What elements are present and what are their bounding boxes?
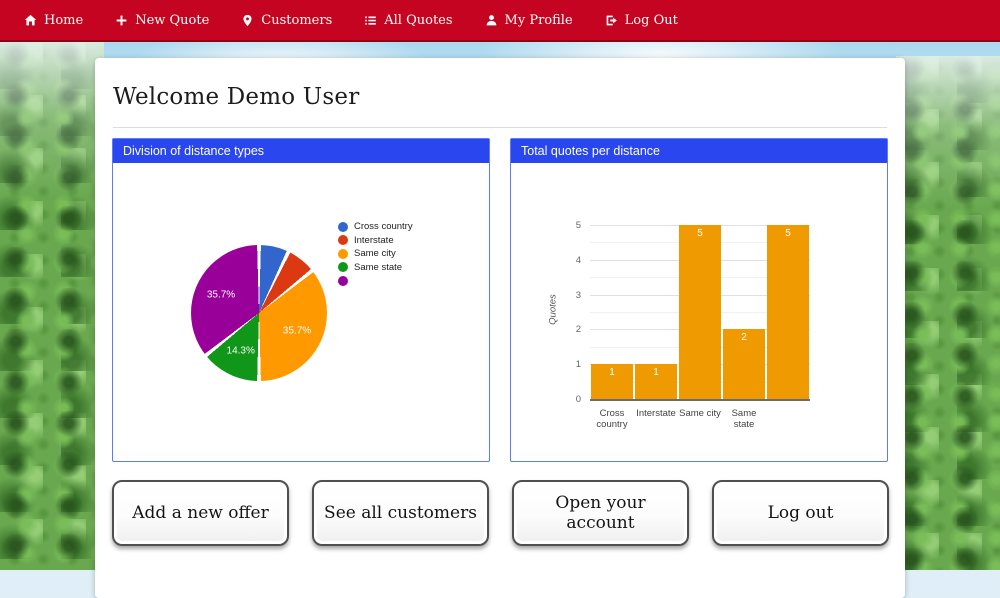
page-title: Welcome Demo User [113,84,360,110]
legend-label: Interstate [354,234,394,246]
nav-item-my-profile[interactable]: My Profile [469,0,589,40]
bar-panel-header: Total quotes per distance [511,139,887,163]
nav-item-label: All Quotes [384,12,453,28]
bar-x-axis-labels: Cross country Interstate Same city Same sta… [590,408,810,430]
y-tick-label: 0 [575,394,581,405]
pie-panel-header: Division of distance types [113,139,489,163]
bar-series: 1 1 5 2 5 [590,225,810,399]
nav-item-label: My Profile [504,12,573,28]
y-tick-label: 3 [575,289,581,301]
bar-chart-area: Quotes 0 1 2 3 4 5 1 1 5 2 5 Cross country Interst… [511,163,887,461]
bar-slot: 5 [766,225,810,399]
bar-slot: 1 [634,364,678,399]
legend-color-dot [338,248,348,259]
legend-color-dot [338,275,348,286]
legend-label: Same state [354,261,403,273]
pie-legend: Cross country Interstate Same city Same sta… [338,220,413,288]
pie-percent-label: 35.7% [206,289,236,301]
home-icon [24,14,37,25]
user-icon [486,14,496,25]
bar: 5 [767,225,809,399]
nav-item-all-quotes[interactable]: All Quotes [348,0,468,40]
legend-item: Interstate [338,234,413,248]
legend-color-dot [338,221,348,232]
map-marker-icon [243,14,252,26]
see-all-customers-button[interactable]: See all customers [312,480,489,546]
x-category-label: Cross country [596,408,628,430]
y-tick-label: 5 [575,220,581,231]
y-tick-label: 1 [575,359,581,371]
bar: 5 [679,225,721,399]
trees-background-right [896,56,1000,570]
nav-item-new-quote[interactable]: New Quote [99,0,225,40]
legend-item: Same city [338,247,413,261]
log-out-button[interactable]: Log out [712,480,889,546]
list-icon [365,15,377,25]
legend-item: Cross country [338,220,413,234]
action-button-row: Add a new offer See all customers Open y… [112,480,889,546]
bar-y-axis-label: Quotes [547,294,559,325]
add-new-offer-button[interactable]: Add a new offer [112,480,289,546]
nav-item-label: New Quote [135,12,210,28]
x-category-label: Interstate [636,408,676,419]
nav-item-log-out[interactable]: Log Out [589,0,694,40]
x-category-label [766,408,810,430]
pie-chart-area: 35.7% 14.3% 35.7% Cross country Interstate S… [113,163,489,461]
x-category-label: Same state [731,408,757,430]
nav-item-label: Home [44,12,84,28]
title-divider [113,127,887,128]
y-tick-label: 4 [575,254,581,266]
open-your-account-button[interactable]: Open your account [512,480,689,546]
main-card: Welcome Demo User Division of distance t… [95,58,905,598]
bar-slot: 5 [678,225,722,399]
pie-percent-label: 35.7% [282,325,312,337]
bar: 1 [635,364,677,399]
nav-item-customers[interactable]: Customers [225,0,348,40]
legend-item [338,274,413,288]
bar-slot: 2 [722,329,766,399]
bar-panel: Total quotes per distance Quotes 0 1 2 3 4 5 … [510,138,888,462]
nav-item-label: Log Out [624,12,678,28]
bar-plot-area: 1 1 5 2 5 [590,225,810,401]
legend-color-dot [338,235,348,246]
legend-color-dot [338,262,348,273]
nav-item-label: Customers [261,12,333,28]
sign-out-icon [606,15,617,25]
bar-value-label: 5 [785,228,791,239]
pie-panel: Division of distance types 35.7% 14.3% 35.… [112,138,490,462]
legend-label: Cross country [354,221,413,233]
plus-icon [116,15,127,25]
bar: 1 [591,364,633,399]
pie-chart: 35.7% 14.3% 35.7% [191,245,327,381]
nav-item-home[interactable]: Home [8,0,99,40]
bar-value-label: 5 [697,228,703,239]
pie-percent-label: 14.3% [226,345,255,357]
legend-label: Same city [354,248,396,260]
y-tick-label: 2 [575,324,581,336]
bar-slot: 1 [590,364,634,399]
bar-value-label: 2 [741,332,747,344]
top-navbar: Home New Quote Customers All Quotes My P… [0,0,1000,42]
x-category-label: Same city [679,408,721,419]
bar-value-label: 1 [653,367,659,379]
legend-item: Same state [338,261,413,275]
bar: 2 [723,329,765,399]
bar-value-label: 1 [609,367,615,379]
trees-background-left [0,42,104,570]
